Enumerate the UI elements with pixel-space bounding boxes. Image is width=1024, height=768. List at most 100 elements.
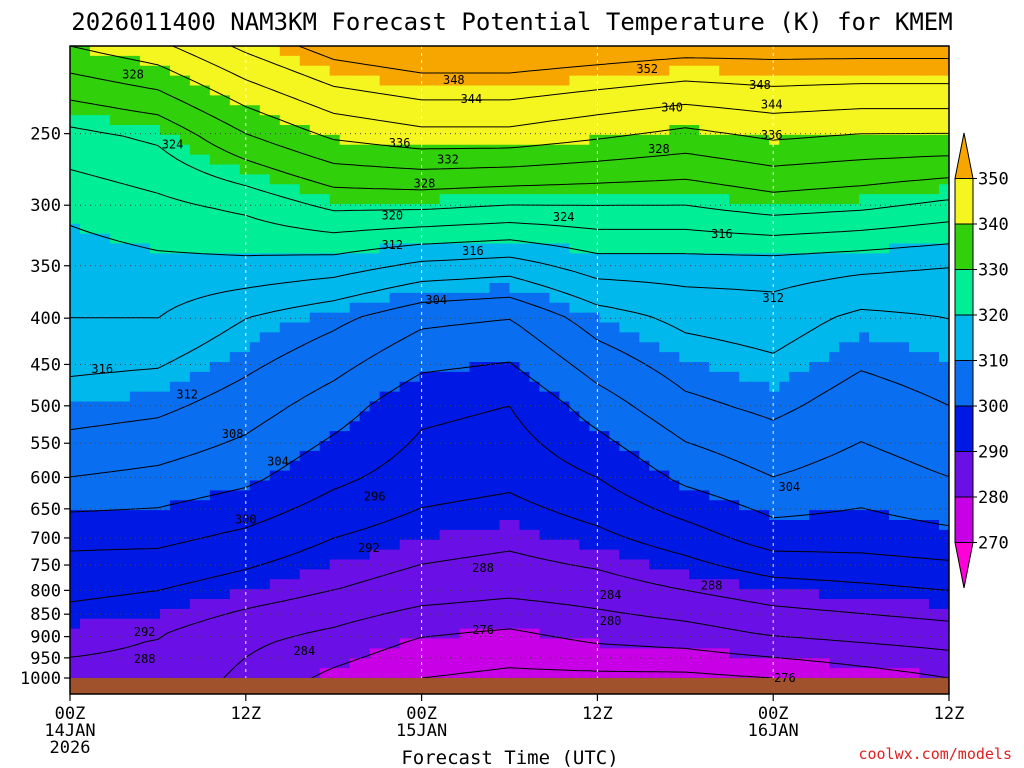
field-cell: [109, 381, 121, 393]
field-cell: [409, 312, 421, 324]
field-cell: [99, 263, 111, 274]
field-cell: [319, 352, 331, 363]
field-cell: [189, 75, 201, 87]
field-cell: [759, 95, 770, 106]
field-cell: [679, 154, 690, 166]
field-cell: [689, 283, 700, 294]
field-cell: [569, 589, 581, 600]
field-cell: [449, 441, 461, 452]
field-cell: [599, 85, 610, 96]
field-cell: [799, 134, 810, 146]
field-cell: [259, 510, 271, 521]
field-cell: [619, 421, 630, 432]
field-cell: [829, 263, 840, 274]
field-cell: [159, 164, 171, 175]
field-cell: [289, 579, 301, 590]
field-cell: [319, 65, 331, 77]
field-cell: [789, 441, 800, 452]
field-cell: [939, 154, 949, 166]
field-cell: [509, 589, 521, 600]
field-cell: [449, 599, 461, 610]
field-cell: [859, 273, 870, 284]
field-cell: [199, 164, 211, 175]
field-cell: [639, 65, 650, 77]
field-cell: [149, 470, 161, 482]
field-cell: [719, 381, 730, 393]
field-cell: [409, 599, 421, 610]
field-cell: [279, 391, 291, 403]
field-cell: [789, 589, 800, 600]
field-cell: [299, 95, 311, 106]
field-cell: [629, 204, 640, 215]
field-cell: [779, 421, 790, 432]
field-cell: [689, 520, 700, 531]
field-cell: [439, 292, 451, 304]
field-cell: [209, 302, 221, 314]
field-cell: [519, 371, 531, 383]
field-cell: [469, 55, 481, 67]
field-cell: [179, 115, 191, 126]
field-cell: [119, 154, 131, 166]
field-cell: [919, 431, 930, 442]
field-cell: [89, 55, 101, 67]
field-cell: [359, 401, 371, 412]
field-cell: [459, 559, 471, 570]
field-cell: [329, 342, 341, 353]
field-cell: [549, 322, 561, 333]
field-cell: [869, 500, 880, 511]
field-cell: [339, 431, 351, 442]
field-cell: [859, 381, 870, 393]
field-cell: [789, 539, 800, 551]
field-cell: [149, 174, 161, 185]
field-cell: [449, 233, 461, 245]
field-cell: [879, 115, 890, 126]
field-cell: [609, 125, 620, 136]
field-cell: [929, 65, 940, 77]
field-cell: [569, 85, 581, 96]
field-cell: [499, 273, 511, 284]
field-cell: [839, 233, 850, 245]
field-cell: [109, 569, 121, 580]
field-cell: [419, 213, 431, 225]
field-cell: [419, 243, 431, 254]
field-cell: [789, 559, 800, 570]
field-cell: [379, 95, 391, 106]
field-cell: [199, 174, 211, 185]
field-cell: [579, 362, 591, 373]
field-cell: [379, 431, 391, 442]
field-cell: [319, 579, 331, 590]
field-cell: [249, 470, 261, 482]
field-cell: [609, 549, 620, 561]
field-cell: [229, 431, 241, 442]
field-cell: [179, 450, 191, 462]
field-cell: [709, 223, 720, 235]
field-cell: [109, 362, 121, 373]
field-cell: [749, 460, 760, 472]
field-cell: [249, 490, 261, 501]
field-cell: [99, 431, 111, 442]
field-cell: [129, 332, 141, 343]
field-cell: [839, 184, 850, 195]
field-cell: [389, 460, 401, 472]
field-cell: [789, 223, 800, 235]
field-cell: [909, 579, 920, 590]
field-cell: [449, 401, 461, 412]
field-cell: [519, 85, 531, 96]
field-cell: [739, 500, 750, 511]
field-cell: [289, 85, 301, 96]
field-cell: [919, 302, 930, 314]
field-cell: [749, 401, 760, 412]
field-cell: [89, 75, 101, 87]
field-cell: [289, 253, 301, 264]
field-cell: [759, 490, 770, 501]
field-cell: [759, 273, 770, 284]
field-cell: [379, 164, 391, 175]
field-cell: [809, 431, 820, 442]
field-cell: [599, 115, 610, 126]
field-cell: [329, 194, 341, 205]
field-cell: [319, 381, 331, 393]
field-cell: [339, 371, 351, 383]
field-cell: [109, 85, 121, 96]
field-cell: [819, 233, 830, 245]
field-cell: [149, 510, 161, 521]
